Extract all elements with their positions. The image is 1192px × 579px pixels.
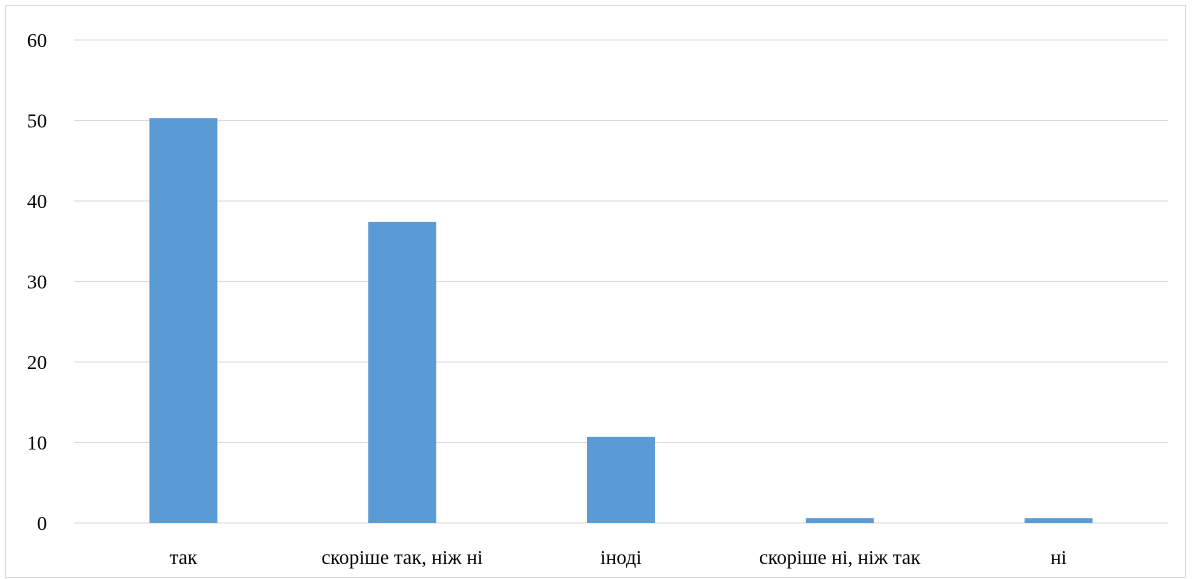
x-axis-category-labels: так скоріше так, ніж ні іноді скоріше ні, н… <box>170 547 1068 569</box>
x-category-label: скоріше ні, ніж так <box>759 547 921 569</box>
y-tick-label: 0 <box>37 513 47 535</box>
x-category-label: ні <box>1050 547 1067 569</box>
bar-5 <box>1024 518 1093 523</box>
x-category-label: скоріше так, ніж ні <box>322 547 484 569</box>
x-category-label: іноді <box>600 547 642 569</box>
bar-2 <box>368 221 437 523</box>
gridlines <box>74 39 1168 524</box>
y-axis-tick-labels: 0 10 20 30 40 50 60 <box>27 30 47 535</box>
bars <box>149 118 1093 524</box>
x-category-label: так <box>170 547 198 569</box>
y-tick-label: 60 <box>27 30 47 52</box>
y-tick-label: 30 <box>27 272 47 294</box>
y-tick-label: 10 <box>27 433 47 455</box>
bar-1 <box>149 118 218 524</box>
bar-4 <box>805 518 874 523</box>
y-tick-label: 20 <box>27 352 47 374</box>
bar-3 <box>587 436 655 523</box>
y-tick-label: 50 <box>27 111 47 133</box>
y-tick-label: 40 <box>27 191 47 213</box>
